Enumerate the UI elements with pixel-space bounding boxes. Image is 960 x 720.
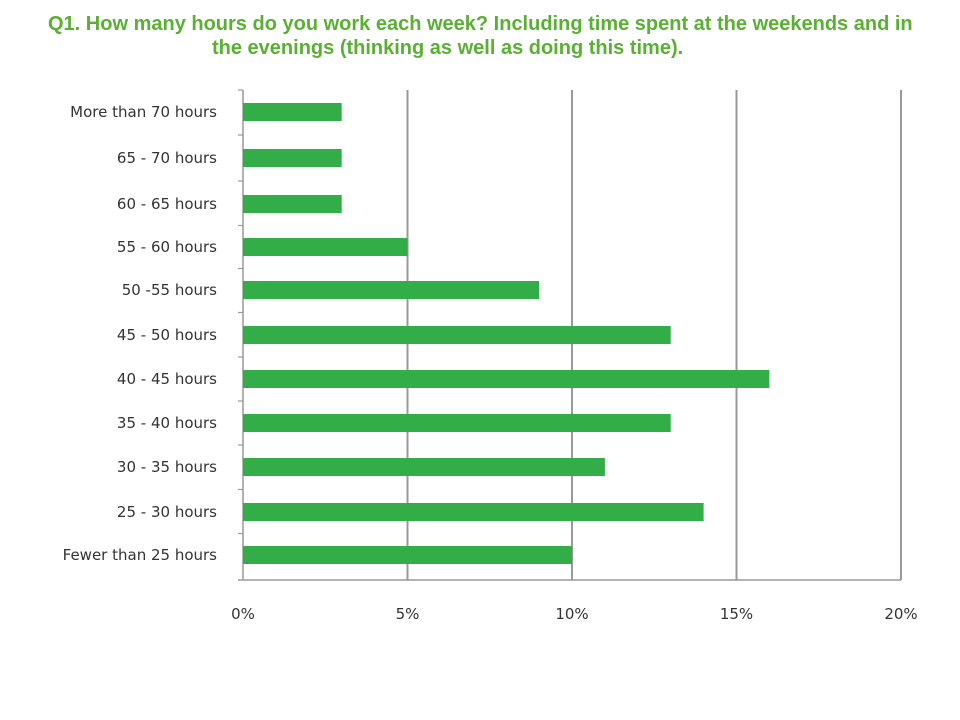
bar: [243, 326, 671, 344]
category-label: 60 - 65 hours: [117, 195, 217, 213]
bar: [243, 414, 671, 432]
category-label: 30 - 35 hours: [117, 458, 217, 476]
bar: [243, 238, 408, 256]
category-label: More than 70 hours: [70, 103, 217, 121]
bar: [243, 458, 605, 476]
x-tick-label: 15%: [720, 605, 753, 623]
x-tick-label: 10%: [555, 605, 588, 623]
bar: [243, 546, 572, 564]
chart-title: Q1. How many hours do you work each week…: [48, 12, 948, 60]
category-label: 45 - 50 hours: [117, 326, 217, 344]
bar: [243, 195, 342, 213]
x-tick-label: 5%: [396, 605, 420, 623]
category-label: 35 - 40 hours: [117, 414, 217, 432]
category-label: 25 - 30 hours: [117, 503, 217, 521]
bar: [243, 103, 342, 121]
title-part-2: the evenings (thinking as well as doing …: [212, 37, 684, 59]
title-part-1: Q1. How many hours do you work each week…: [48, 13, 913, 35]
category-label: 40 - 45 hours: [117, 370, 217, 388]
category-label: 50 -55 hours: [122, 281, 217, 299]
category-label: 55 - 60 hours: [117, 238, 217, 256]
bar: [243, 370, 770, 388]
category-label: 65 - 70 hours: [117, 149, 217, 167]
x-tick-label: 0%: [231, 605, 255, 623]
category-label: Fewer than 25 hours: [63, 546, 218, 564]
bar: [243, 281, 540, 299]
bar: [243, 149, 342, 167]
x-tick-label: 20%: [884, 605, 917, 623]
bar: [243, 503, 704, 521]
